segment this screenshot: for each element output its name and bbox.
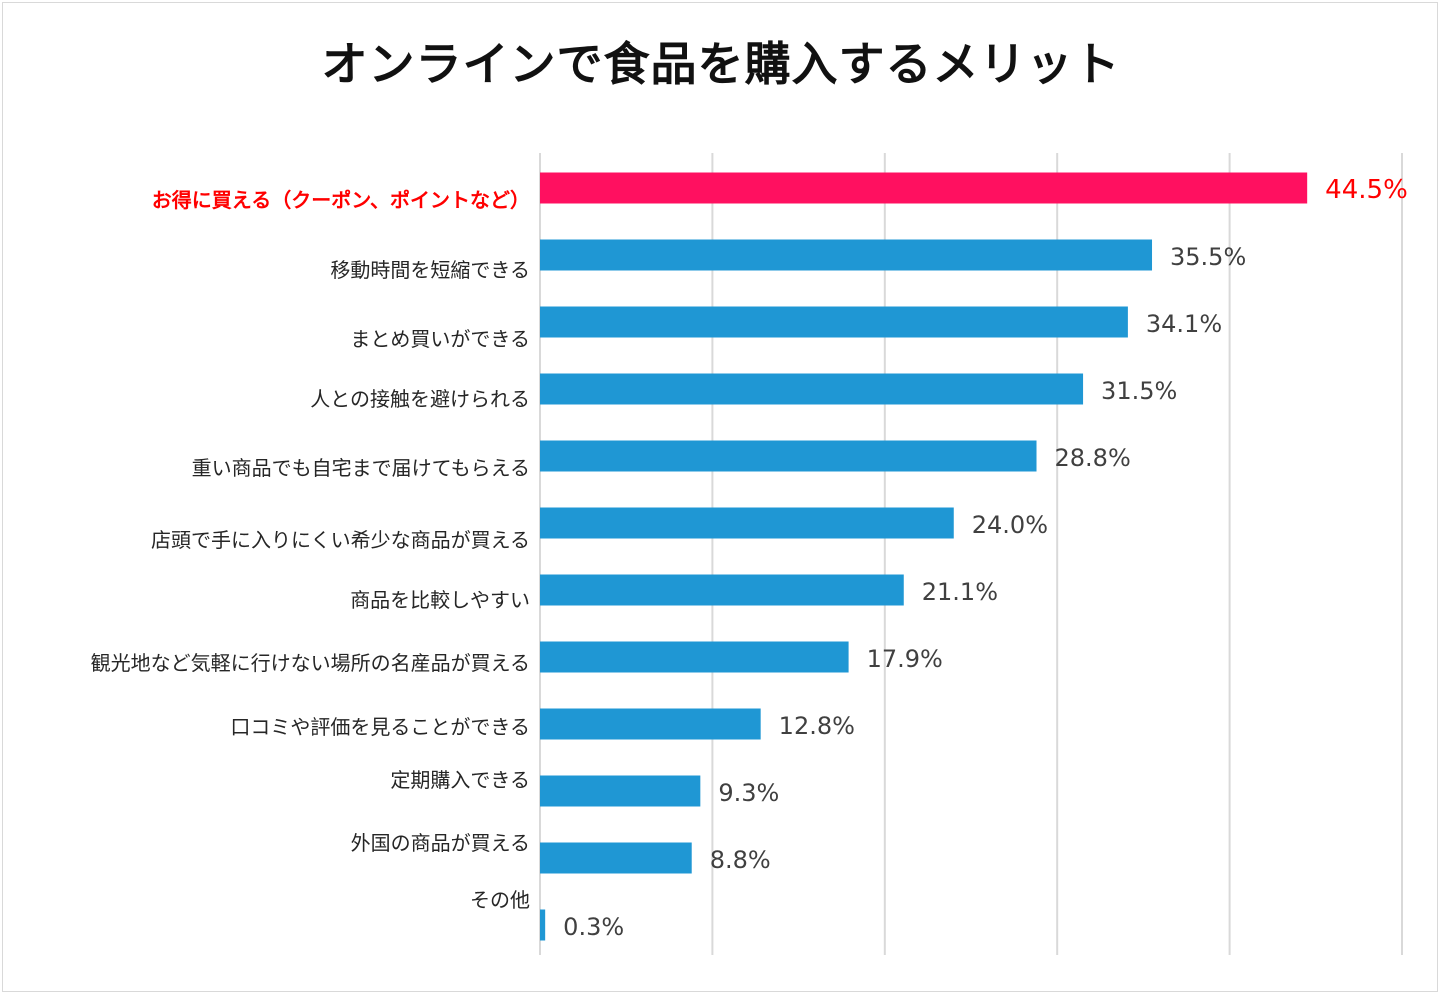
value-labels: 44.5% 35.5% 34.1% 31.5% 28.8% 24.0% 21.1% 17.9%…: [563, 175, 1408, 941]
category-label: 定期購入できる: [390, 768, 530, 792]
category-label: 観光地など気軽に行けない場所の名産品が買える: [91, 651, 530, 675]
bars: [540, 172, 1308, 941]
category-label: その他: [470, 888, 530, 912]
category-label: 店頭で手に入りにくい希少な商品が買える: [151, 528, 530, 552]
bar: [540, 775, 701, 807]
value-label: 9.3%: [718, 779, 779, 807]
value-label: 17.9%: [867, 645, 943, 673]
value-label: 34.1%: [1146, 310, 1222, 338]
value-label: 21.1%: [922, 578, 998, 606]
chart-title: オンラインで食品を購入するメリット: [321, 37, 1121, 91]
value-label: 44.5%: [1325, 175, 1408, 205]
category-label: 外国の商品が買える: [351, 831, 530, 855]
bar: [540, 239, 1153, 271]
value-label: 31.5%: [1101, 377, 1177, 405]
value-label: 8.8%: [710, 846, 771, 874]
category-label: 重い商品でも自宅まで届けてもらえる: [192, 456, 530, 480]
value-label: 35.5%: [1170, 243, 1246, 271]
bar: [540, 909, 546, 941]
value-label: 12.8%: [779, 712, 855, 740]
category-labels: お得に買える（クーポン、ポイントなど） 移動時間を短縮できるまとめ買いができる人と…: [91, 188, 530, 912]
bar: [540, 440, 1037, 472]
bar: [540, 172, 1308, 204]
category-label: お得に買える（クーポン、ポイントなど）: [152, 188, 530, 212]
grid-lines: [539, 153, 1403, 955]
category-label: 商品を比較しやすい: [350, 588, 530, 612]
value-label: 28.8%: [1055, 444, 1131, 472]
category-label: 口コミや評価を見ることができる: [230, 715, 530, 739]
value-label: 0.3%: [563, 913, 624, 941]
value-label: 24.0%: [972, 511, 1048, 539]
bar: [540, 641, 849, 673]
bar: [540, 574, 904, 606]
bar: [540, 306, 1128, 338]
bar: [540, 373, 1084, 405]
category-label: 移動時間を短縮できる: [330, 258, 530, 282]
bar: [540, 842, 692, 874]
category-label: 人との接触を避けられる: [310, 387, 530, 411]
bar: [540, 507, 954, 539]
bar: [540, 708, 761, 740]
category-label: まとめ買いができる: [350, 327, 530, 351]
